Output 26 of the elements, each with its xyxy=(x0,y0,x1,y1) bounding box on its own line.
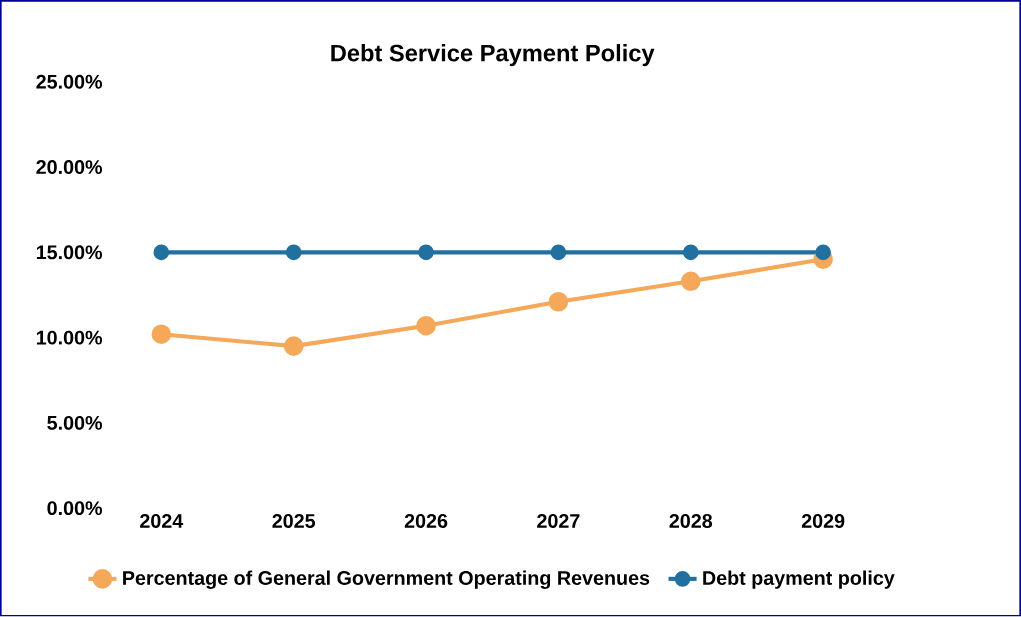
x-tick-label: 2025 xyxy=(272,514,316,529)
legend-label: Percentage of General Government Operating Revenues xyxy=(123,570,650,590)
x-tick-label: 2027 xyxy=(537,514,580,529)
point xyxy=(153,244,170,261)
chart-title: Debt Service Payment Policy xyxy=(331,44,655,67)
x-tick-label: 2026 xyxy=(404,514,448,529)
y-tick-label: 25.00% xyxy=(36,75,103,89)
y-tick-label: 0.00% xyxy=(47,501,103,516)
y-tick-label: 10.00% xyxy=(36,330,103,345)
y-tick-label: 20.00% xyxy=(36,160,103,175)
x-tick-label: 2028 xyxy=(669,514,713,529)
point xyxy=(151,324,172,345)
x-tick-label: 2024 xyxy=(140,514,184,529)
y-tick-label: 15.00% xyxy=(36,245,103,260)
point xyxy=(550,244,567,261)
legend-label: Debt payment policy xyxy=(703,570,895,590)
point xyxy=(416,316,436,336)
point xyxy=(283,336,304,357)
point xyxy=(815,244,831,261)
point xyxy=(548,292,569,312)
point xyxy=(418,244,434,261)
y-tick-label: 5.00% xyxy=(47,416,103,431)
x-tick-label: 2029 xyxy=(801,514,845,529)
point xyxy=(682,244,699,261)
point xyxy=(285,244,302,261)
point xyxy=(680,271,701,292)
